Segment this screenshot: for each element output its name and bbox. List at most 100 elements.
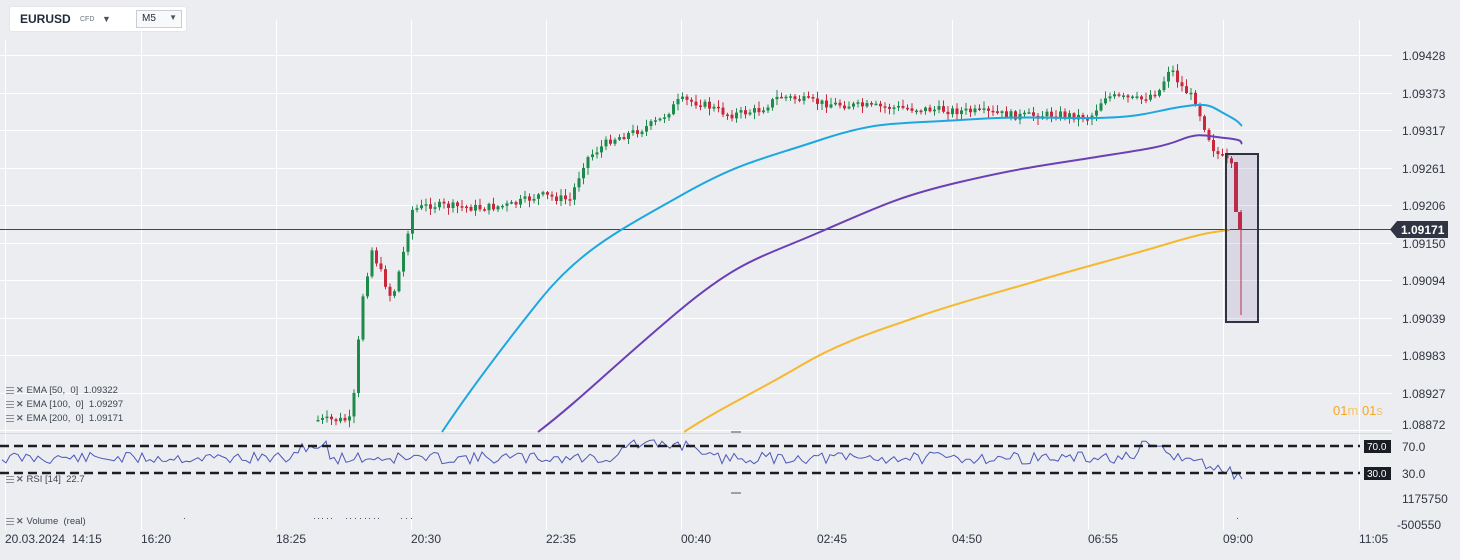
time-tick: 11:05 xyxy=(1359,532,1388,546)
timeframe-dropdown[interactable]: M5 ▼ xyxy=(136,10,182,28)
candle-body xyxy=(496,206,500,210)
candle-body xyxy=(717,106,720,109)
candle-body xyxy=(397,271,401,292)
symbol-name: EURUSD xyxy=(20,12,71,26)
candle-body xyxy=(672,104,675,115)
candle-body xyxy=(388,286,392,296)
candle-body xyxy=(604,139,608,147)
candle-body xyxy=(798,99,801,101)
candle-body xyxy=(1185,86,1188,94)
candle-body xyxy=(1063,111,1067,118)
price-tick: 1.09428 xyxy=(1402,49,1446,63)
settings-icon[interactable] xyxy=(6,386,14,394)
candle-body xyxy=(402,251,405,272)
candle-body xyxy=(442,201,446,204)
candle-body xyxy=(856,102,860,104)
close-icon[interactable]: ✕ xyxy=(16,516,24,526)
candle-body xyxy=(406,233,410,252)
close-icon[interactable]: ✕ xyxy=(16,413,24,423)
candlesticks xyxy=(316,64,1242,428)
ema-50-line xyxy=(441,103,1243,433)
candle-body xyxy=(964,108,968,111)
candle-body xyxy=(361,296,365,340)
candle-body xyxy=(1050,111,1053,117)
candle-body xyxy=(888,106,891,109)
candle-body xyxy=(960,110,963,115)
candle-body xyxy=(1117,94,1121,96)
candle-body xyxy=(1104,98,1107,104)
candle-body xyxy=(915,110,918,113)
candle-body xyxy=(685,96,689,100)
close-icon[interactable]: ✕ xyxy=(16,399,24,409)
candle-body xyxy=(708,101,711,109)
candle-body xyxy=(937,106,941,110)
candle-body xyxy=(928,107,932,112)
indicator-volume[interactable]: ✕ Volume (real) xyxy=(6,516,86,527)
candle-body xyxy=(874,103,878,106)
indicator-ema-50[interactable]: ✕ EMA [50, 0] 1.09322 xyxy=(6,385,118,396)
svg-text:70.0: 70.0 xyxy=(1367,442,1387,453)
indicator-ema-100[interactable]: ✕ EMA [100, 0] 1.09297 xyxy=(6,399,123,410)
candle-body xyxy=(694,101,698,106)
candle-body xyxy=(352,392,356,417)
candle-body xyxy=(712,106,716,109)
settings-icon[interactable] xyxy=(6,414,14,422)
settings-icon[interactable] xyxy=(6,475,14,483)
candle-body xyxy=(379,263,383,270)
candle-body xyxy=(861,102,864,107)
candle-countdown: 01m 01s xyxy=(1333,403,1383,418)
indicator-ema-200[interactable]: ✕ EMA [200, 0] 1.09171 xyxy=(6,413,123,424)
price-tick: 1.08927 xyxy=(1402,387,1446,401)
candle-body xyxy=(393,291,396,296)
candle-body xyxy=(501,205,504,208)
price-tick: 1.09206 xyxy=(1402,199,1446,213)
candle-body xyxy=(667,114,671,118)
indicator-rsi[interactable]: ✕ RSI [14] 22.7 xyxy=(6,474,85,485)
current-price-badge: 1.09171 xyxy=(1390,221,1448,238)
candle-body xyxy=(883,106,887,108)
candle-body xyxy=(546,192,549,195)
price-tick: 1.08872 xyxy=(1402,418,1446,432)
candle-body xyxy=(762,110,765,113)
candle-body xyxy=(1221,154,1224,156)
candle-body xyxy=(834,102,837,105)
candle-body xyxy=(564,195,567,200)
rsi-level-badge-70: 70.0 xyxy=(1364,440,1391,453)
price-axis: 1.09428 1.09373 1.09317 1.09261 1.09206 … xyxy=(1402,49,1446,432)
candle-body xyxy=(852,103,855,107)
symbol-selector[interactable]: EURUSD CFD ▼ M5 ▼ xyxy=(10,7,186,31)
panel-resize-handle[interactable] xyxy=(731,492,741,494)
candle-body xyxy=(510,202,513,204)
candle-body xyxy=(690,99,693,102)
candle-body xyxy=(1131,96,1134,99)
time-axis: 20.03.2024 14:15 16:20 18:25 20:30 22:35… xyxy=(5,532,1388,546)
close-icon[interactable]: ✕ xyxy=(16,385,24,395)
candle-body xyxy=(1158,90,1161,96)
candle-body xyxy=(942,106,945,112)
candle-body xyxy=(825,100,828,108)
chevron-down-icon[interactable]: ▼ xyxy=(102,14,111,24)
candle-body xyxy=(726,114,729,117)
candle-body xyxy=(528,196,531,201)
rsi-axis-tick: 70.0 xyxy=(1402,440,1426,454)
candle-body xyxy=(906,107,909,110)
candle-body xyxy=(1194,92,1197,106)
timer-minutes-unit: m xyxy=(1347,403,1359,418)
time-tick: 06:55 xyxy=(1088,532,1118,546)
settings-icon[interactable] xyxy=(6,517,14,525)
panel-resize-handle[interactable] xyxy=(731,431,741,433)
candle-body xyxy=(1212,139,1215,152)
candle-body xyxy=(1149,94,1152,100)
settings-icon[interactable] xyxy=(6,400,14,408)
close-icon[interactable]: ✕ xyxy=(16,474,24,484)
highlight-box[interactable] xyxy=(1225,153,1259,323)
candle-body xyxy=(802,96,806,101)
timeframe-label: M5 xyxy=(142,13,156,24)
time-tick: 09:00 xyxy=(1223,532,1253,546)
candle-body xyxy=(721,107,725,115)
candle-body xyxy=(847,106,851,109)
candle-body xyxy=(843,105,846,109)
candle-body xyxy=(1108,96,1112,99)
candle-body xyxy=(771,99,774,108)
